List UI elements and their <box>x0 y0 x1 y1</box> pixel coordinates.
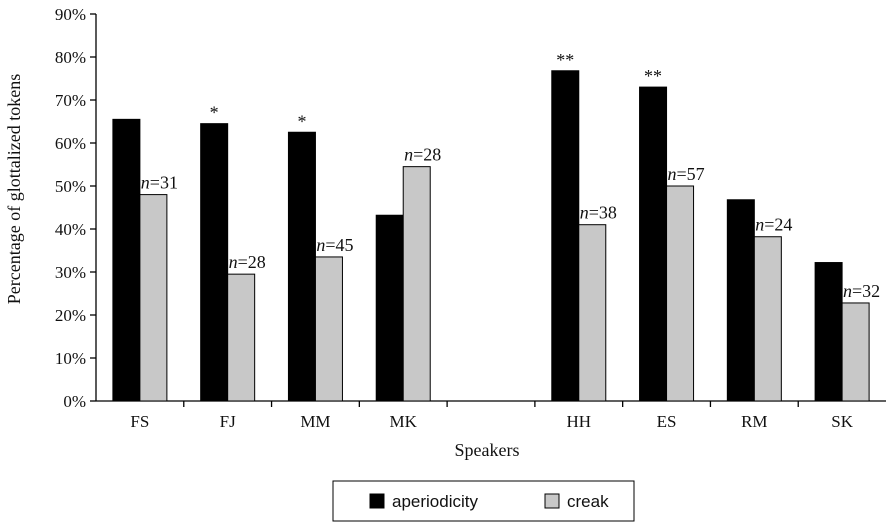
bar-aperiodicity <box>814 262 843 402</box>
legend-swatch-aperiodicity <box>369 493 385 509</box>
bar-creak <box>841 302 870 402</box>
legend-label-creak: creak <box>567 492 609 511</box>
bar-aperiodicity <box>639 86 668 402</box>
x-axis-title: Speakers <box>455 440 520 460</box>
y-tick-label: 50% <box>55 177 86 196</box>
y-tick-label: 80% <box>55 48 86 67</box>
y-tick-label: 40% <box>55 220 86 239</box>
y-axis: 0% 10% 20% 30% 40% 50% 60% 70% 80% 90% <box>55 5 97 411</box>
n-label: n=24 <box>755 215 792 235</box>
n-label: n=32 <box>843 281 880 301</box>
n-label: n=45 <box>316 235 353 255</box>
bar-aperiodicity <box>112 118 141 402</box>
legend-label-aperiodicity: aperiodicity <box>392 492 478 511</box>
bar-creak <box>578 224 607 402</box>
x-tick-label: FS <box>130 412 149 431</box>
x-tick-label: MK <box>390 412 418 431</box>
significance-marker: * <box>297 111 306 131</box>
bars <box>112 70 870 402</box>
n-label: n=57 <box>667 164 704 184</box>
x-tick-label: MM <box>300 412 330 431</box>
y-tick-label: 90% <box>55 5 86 24</box>
n-label: n=28 <box>404 145 441 165</box>
x-axis: FS FJ MM MK HH ES RM SK <box>96 400 886 431</box>
bar-aperiodicity <box>287 131 316 402</box>
legend: aperiodicity creak <box>332 480 635 522</box>
bar-aperiodicity <box>726 199 755 402</box>
significance-marker: * <box>210 103 219 123</box>
bar-creak <box>402 166 431 402</box>
bar-aperiodicity <box>200 123 229 402</box>
y-tick-label: 10% <box>55 349 86 368</box>
annotations: n=31 * n=28 * n=45 n=28 ** n=38 ** n=57 n=24 n=32 <box>141 50 880 301</box>
y-tick-label: 0% <box>63 392 86 411</box>
x-tick-label: ES <box>657 412 677 431</box>
n-label: n=38 <box>580 203 617 223</box>
n-label: n=28 <box>229 252 266 272</box>
x-tick-label: RM <box>741 412 767 431</box>
x-tick-label: FJ <box>220 412 236 431</box>
y-tick-label: 20% <box>55 306 86 325</box>
legend-swatch-creak <box>544 493 560 509</box>
bar-creak <box>227 273 256 402</box>
y-tick-label: 70% <box>55 91 86 110</box>
bar-creak <box>314 256 343 402</box>
bar-creak <box>139 194 168 402</box>
y-tick-label: 30% <box>55 263 86 282</box>
y-axis-title: Percentage of glottalized tokens <box>4 74 24 304</box>
bar-aperiodicity <box>375 214 404 402</box>
bar-creak <box>753 236 782 402</box>
significance-marker: ** <box>556 50 574 70</box>
bar-creak <box>666 185 695 402</box>
bar-aperiodicity <box>551 70 580 402</box>
y-tick-label: 60% <box>55 134 86 153</box>
significance-marker: ** <box>644 66 662 86</box>
x-tick-label: SK <box>831 412 853 431</box>
x-tick-label: HH <box>566 412 591 431</box>
n-label: n=31 <box>141 173 178 193</box>
